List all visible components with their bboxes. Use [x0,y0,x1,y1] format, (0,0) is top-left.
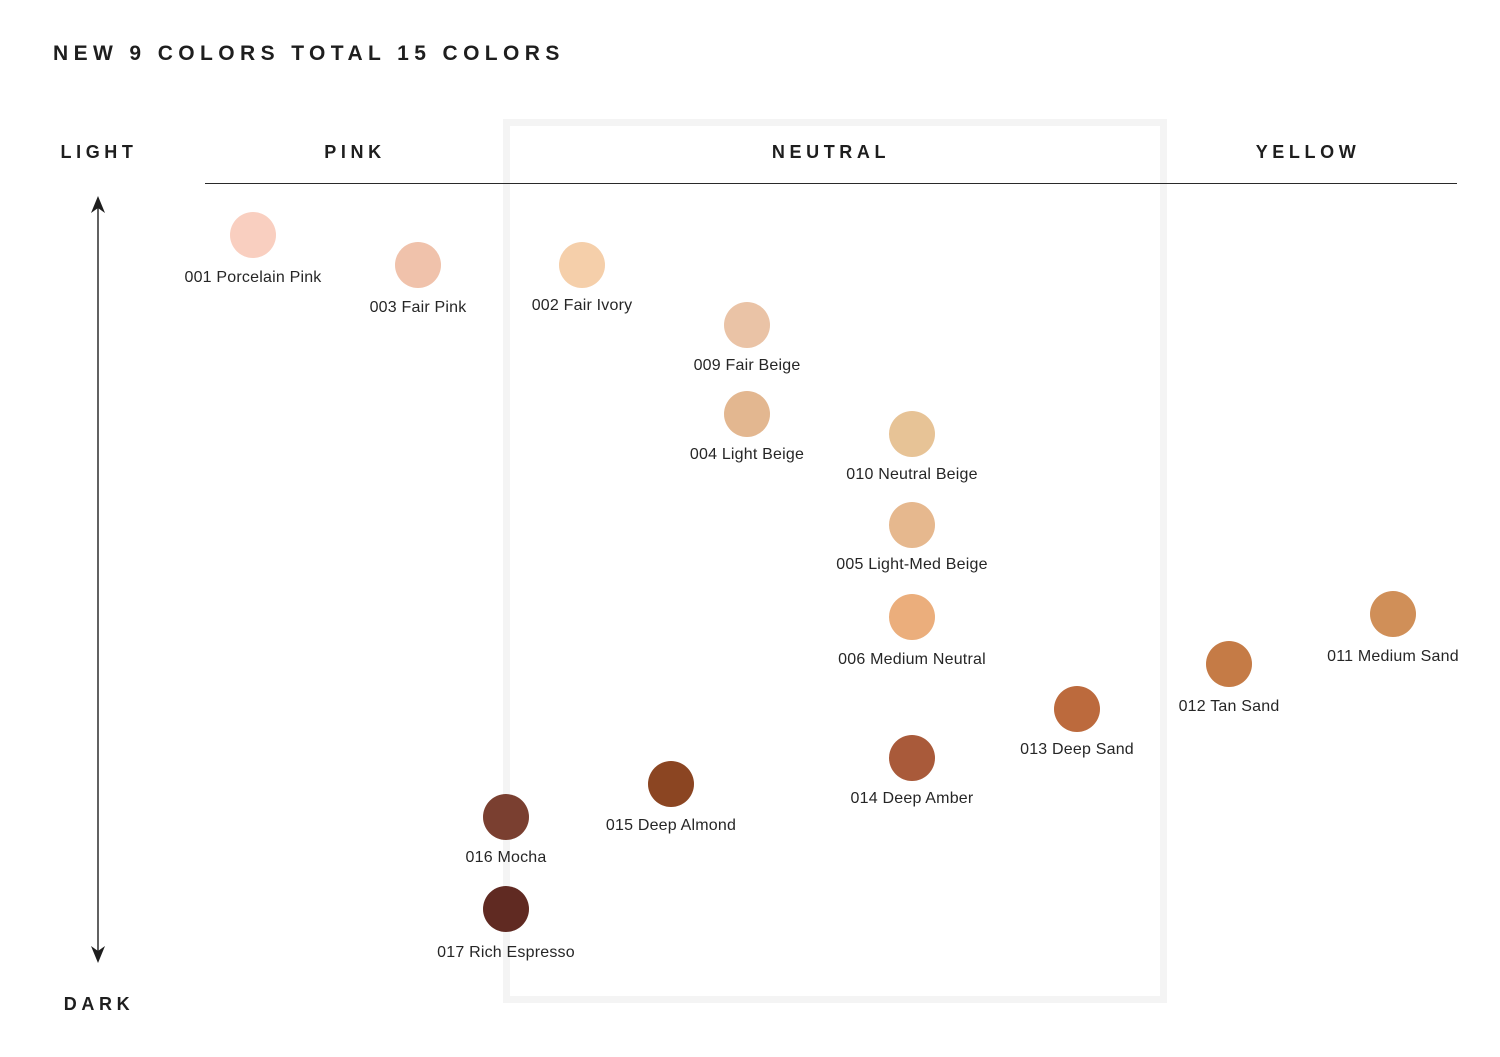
headline: NEW 9 COLORS TOTAL 15 COLORS [53,42,565,65]
swatch[interactable] [889,502,935,548]
shade-label: 003 Fair Pink [369,299,467,316]
swatch[interactable] [1054,686,1100,732]
shade-label: 012 Tan Sand [1178,698,1280,715]
header-divider [205,183,1457,184]
swatch[interactable] [724,391,770,437]
swatch[interactable] [559,242,605,288]
shade-label: 010 Neutral Beige [846,466,978,483]
column-header-neutral: NEUTRAL [771,142,891,162]
lightness-axis-arrow [91,196,105,963]
shade-label: 006 Medium Neutral [838,651,986,668]
swatch[interactable] [889,411,935,457]
shade-label: 001 Porcelain Pink [184,269,322,286]
axis-dark-label: DARK [63,994,135,1014]
swatch[interactable] [1206,641,1252,687]
swatch[interactable] [724,302,770,348]
swatch[interactable] [230,212,276,258]
swatch[interactable] [889,594,935,640]
column-header-pink: PINK [324,142,386,162]
shade-label: 016 Mocha [465,849,547,866]
swatch[interactable] [889,735,935,781]
shade-label: 005 Light-Med Beige [836,556,988,573]
shade-label: 014 Deep Amber [850,790,974,807]
shade-label: 015 Deep Almond [605,817,737,834]
swatch[interactable] [1370,591,1416,637]
swatch[interactable] [648,761,694,807]
neutral-column-frame [503,119,1167,1003]
swatch[interactable] [483,886,529,932]
shade-label: 011 Medium Sand [1327,648,1459,665]
axis-light-label: LIGHT [60,142,138,162]
shade-label: 017 Rich Espresso [437,944,575,961]
shade-label: 002 Fair Ivory [531,297,633,314]
column-header-yellow: YELLOW [1255,142,1361,162]
shade-label: 004 Light Beige [689,446,805,463]
swatch[interactable] [395,242,441,288]
shade-label: 009 Fair Beige [693,357,801,374]
swatch[interactable] [483,794,529,840]
shade-label: 013 Deep Sand [1020,741,1134,758]
